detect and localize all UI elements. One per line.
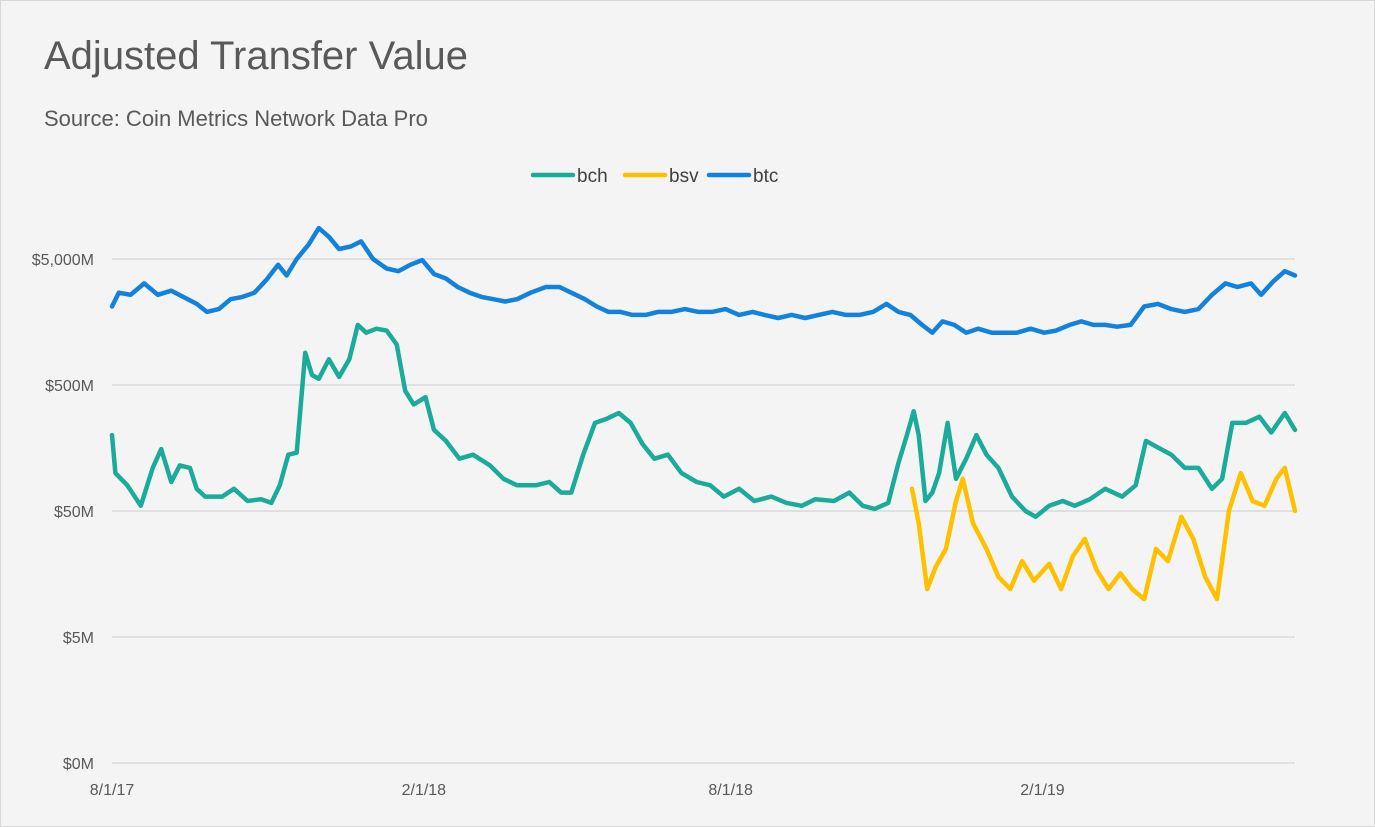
gridlines bbox=[112, 258, 1295, 764]
series-line-bsv bbox=[909, 465, 1298, 602]
y-tick-label: $0M bbox=[63, 756, 94, 773]
x-tick-label: 2/1/18 bbox=[402, 782, 447, 799]
x-tick-label: 2/1/19 bbox=[1020, 782, 1065, 799]
x-tick-label: 8/1/17 bbox=[90, 782, 135, 799]
series-line-bch bbox=[109, 322, 1298, 520]
chart-title: Adjusted Transfer Value bbox=[44, 34, 468, 78]
x-axis-ticks: 8/1/17 2/1/18 8/1/18 2/1/19 bbox=[90, 782, 1065, 799]
y-tick-label: $5,000M bbox=[32, 252, 94, 269]
series-line-btc bbox=[109, 225, 1298, 335]
y-axis-ticks: $0M $5M $50M $500M $5,000M bbox=[32, 252, 94, 773]
x-tick-label: 8/1/18 bbox=[708, 782, 753, 799]
chart-subtitle: Source: Coin Metrics Network Data Pro bbox=[44, 106, 428, 131]
y-tick-label: $5M bbox=[63, 630, 94, 647]
legend-label-bch: bch bbox=[577, 166, 608, 187]
legend: bch bsv btc bbox=[530, 166, 778, 187]
series-lines bbox=[109, 225, 1298, 602]
legend-label-bsv: bsv bbox=[669, 166, 699, 187]
legend-label-btc: btc bbox=[753, 166, 778, 187]
y-tick-label: $500M bbox=[45, 378, 94, 395]
y-tick-label: $50M bbox=[54, 504, 94, 521]
